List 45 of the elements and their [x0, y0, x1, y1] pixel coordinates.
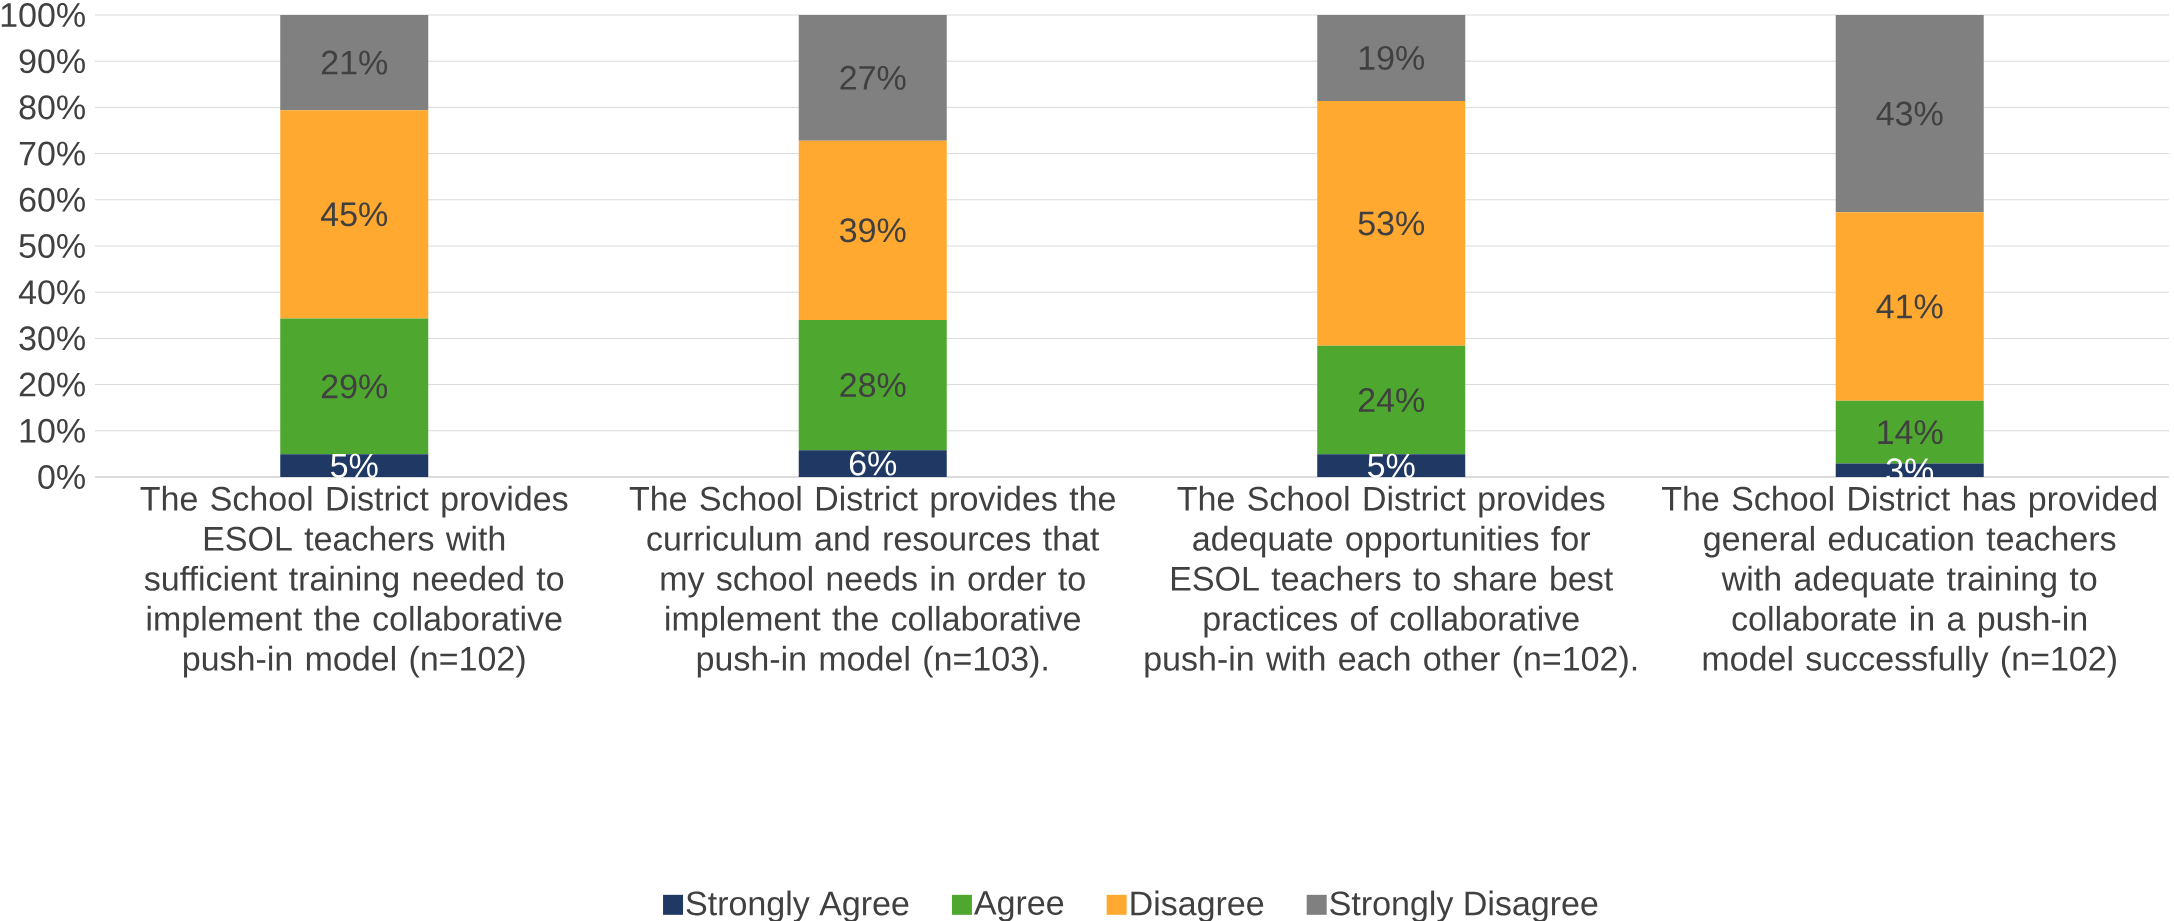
data-label: 39% — [840, 218, 906, 243]
data-label: 5% — [1368, 453, 1415, 478]
y-tick-label: 50% — [19, 233, 85, 259]
bar — [1317, 345, 1466, 455]
data-label: 53% — [1358, 211, 1425, 236]
bar — [1317, 15, 1466, 101]
bar — [1835, 15, 1984, 213]
y-tick-label: 40% — [18, 280, 85, 305]
data-label: 19% — [1359, 45, 1425, 70]
data-label: 45% — [321, 202, 388, 227]
bar — [280, 15, 429, 111]
data-label: 24% — [1358, 388, 1425, 413]
bar — [798, 319, 947, 451]
bar — [1317, 454, 1466, 478]
data-label: 27% — [840, 65, 906, 90]
y-tick-label: 100% — [1, 2, 85, 28]
bar — [280, 454, 429, 478]
data-label: 28% — [840, 373, 906, 398]
data-label: 14% — [1878, 420, 1943, 445]
y-tick-label: 90% — [19, 49, 85, 74]
y-tick-label: 70% — [19, 141, 85, 166]
data-label: 41% — [1876, 294, 1943, 319]
y-tick-label: 10% — [20, 418, 85, 443]
y-tick-label: 80% — [19, 95, 85, 120]
bar — [1835, 212, 1984, 401]
legend-label: Agree — [973, 891, 1064, 921]
data-label: 29% — [321, 374, 388, 399]
y-tick-label: 0% — [38, 464, 85, 490]
data-label: 21% — [321, 50, 388, 75]
x-tick-label: The School District provides the curriculum and resources that my school needs in order to implement the collaborative push-in model (n=103). — [629, 485, 1115, 678]
bar — [798, 15, 947, 141]
y-tick-label: 60% — [19, 187, 85, 212]
x-tick-label: The School District provides ESOL teachers with sufficient training needed to implement the collaborative push-in model (n=102) — [140, 485, 568, 678]
data-label: 6% — [849, 451, 897, 476]
bar — [280, 110, 429, 319]
data-label: 5% — [331, 453, 378, 478]
y-tick-label: 20% — [19, 372, 85, 397]
y-tick-label: 30% — [19, 326, 85, 351]
x-tick-label: The School District provides adequate opportunities for ESOL teachers to share best practices of collaborative push-in with each other (n=102). — [1145, 485, 1637, 678]
bar — [798, 140, 947, 320]
bar — [1317, 100, 1466, 346]
data-label: 43% — [1876, 101, 1943, 126]
bar — [798, 450, 947, 478]
x-tick-label: The School District has provided general education teachers with adequate training to collaborate in a push-in model successfully (n=102) — [1661, 485, 2156, 678]
bar — [280, 318, 429, 455]
